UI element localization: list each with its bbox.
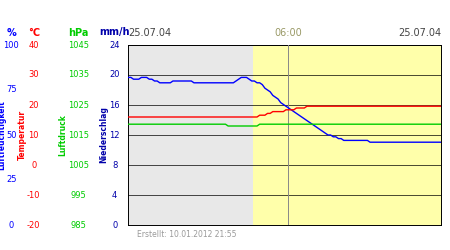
- Text: 50: 50: [6, 130, 17, 140]
- Text: 4: 4: [112, 190, 117, 200]
- Text: 985: 985: [71, 220, 87, 230]
- Text: 1035: 1035: [68, 70, 89, 80]
- Text: 25.07.04: 25.07.04: [398, 28, 441, 38]
- Text: °C: °C: [28, 28, 40, 38]
- Text: 20: 20: [109, 70, 120, 80]
- Text: hPa: hPa: [68, 28, 89, 38]
- Text: 30: 30: [28, 70, 39, 80]
- Text: 12: 12: [109, 130, 120, 140]
- Text: 0: 0: [9, 220, 14, 230]
- Text: 10: 10: [28, 130, 39, 140]
- Text: 16: 16: [109, 100, 120, 110]
- Text: Niederschlag: Niederschlag: [99, 106, 108, 164]
- Text: Luftdruck: Luftdruck: [58, 114, 68, 156]
- Text: 25: 25: [6, 176, 17, 184]
- Text: mm/h: mm/h: [99, 28, 130, 38]
- Text: Temperatur: Temperatur: [18, 110, 27, 160]
- Text: 0: 0: [112, 220, 117, 230]
- Bar: [128, 45, 253, 225]
- Text: 100: 100: [4, 40, 19, 50]
- Text: 25.07.04: 25.07.04: [128, 28, 171, 38]
- Text: 20: 20: [28, 100, 39, 110]
- Text: -20: -20: [27, 220, 40, 230]
- Text: 0: 0: [31, 160, 36, 170]
- Text: %: %: [6, 28, 16, 38]
- Text: Luftfeuchtigkeit: Luftfeuchtigkeit: [0, 100, 7, 170]
- Text: 40: 40: [28, 40, 39, 50]
- Text: 995: 995: [71, 190, 86, 200]
- Text: 8: 8: [112, 160, 117, 170]
- Text: -10: -10: [27, 190, 40, 200]
- Text: 06:00: 06:00: [274, 28, 302, 38]
- Text: 1025: 1025: [68, 100, 89, 110]
- Text: 1005: 1005: [68, 160, 89, 170]
- Text: 24: 24: [109, 40, 120, 50]
- Text: 75: 75: [6, 86, 17, 94]
- Text: 1045: 1045: [68, 40, 89, 50]
- Text: 1015: 1015: [68, 130, 89, 140]
- Text: Erstellt: 10.01.2012 21:55: Erstellt: 10.01.2012 21:55: [137, 230, 237, 239]
- Bar: [253, 45, 441, 225]
